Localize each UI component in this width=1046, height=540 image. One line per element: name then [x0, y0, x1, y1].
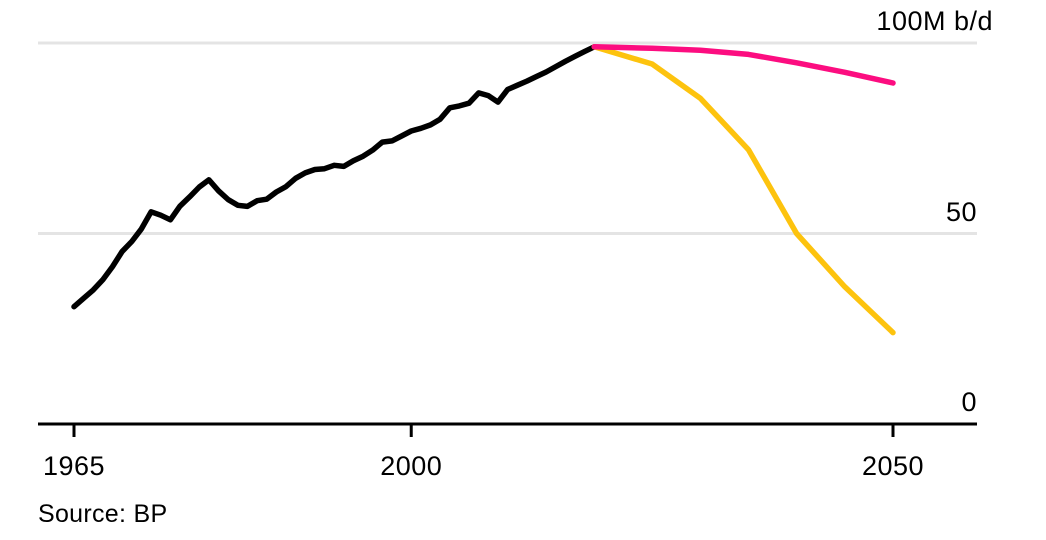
x-axis-label-2000: 2000	[380, 451, 443, 481]
y-axis-label-100-unit: 100M b/d	[876, 6, 993, 36]
scenario-pink-line	[591, 44, 896, 86]
history-line	[71, 44, 598, 310]
y-axis-label-50: 50	[945, 196, 977, 227]
x-axis-label-2050: 2050	[861, 451, 925, 481]
x-axis-label-1965: 1965	[42, 451, 106, 481]
scenario-yellow-line	[591, 44, 896, 336]
y-axis-label-0: 0	[961, 387, 977, 417]
source-credit: Source: BP	[38, 500, 168, 528]
